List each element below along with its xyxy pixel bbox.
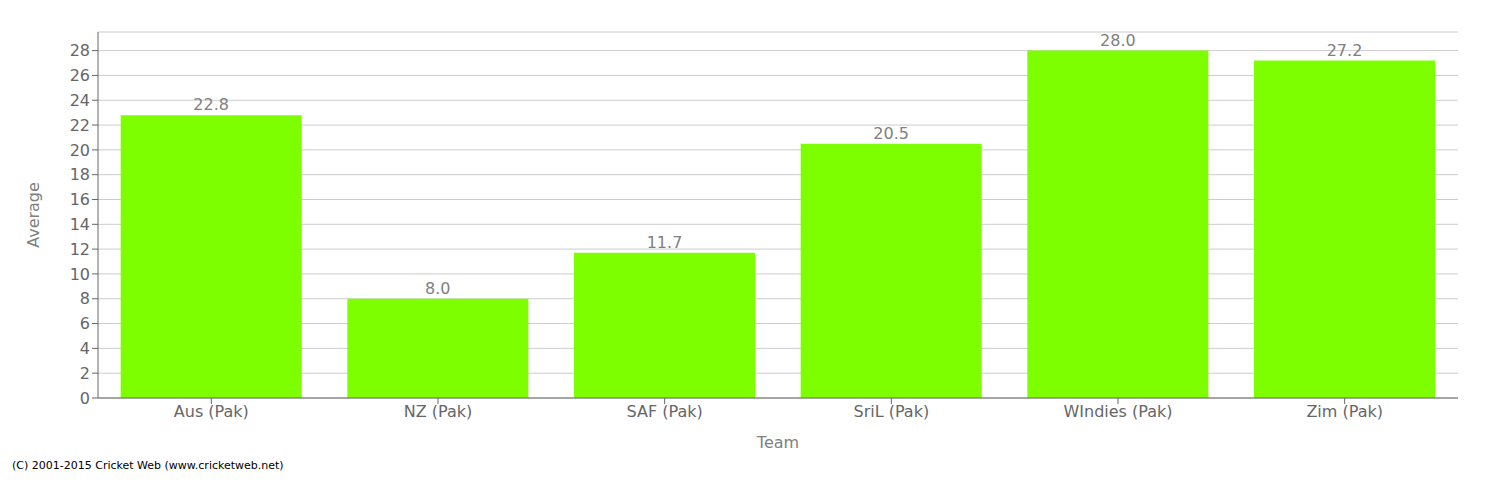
svg-text:2: 2	[80, 364, 90, 383]
html-text:(C) 2001-2015 Cricket Web (www: (C) 2001-2015 Cricket Web (www.cricketwe…	[12, 459, 284, 472]
svg-text:SriL (Pak): SriL (Pak)	[853, 402, 929, 421]
svg-text:Average: Average	[24, 182, 43, 248]
svg-text:12: 12	[70, 240, 90, 259]
svg-text:10: 10	[70, 265, 90, 284]
svg-text:26: 26	[70, 66, 90, 85]
svg-text:Team: Team	[756, 433, 799, 452]
svg-text:0: 0	[80, 389, 90, 408]
svg-text:8: 8	[80, 289, 90, 308]
svg-text:22: 22	[70, 116, 90, 135]
svg-text:11.7: 11.7	[647, 233, 683, 252]
svg-text:20: 20	[70, 141, 90, 160]
svg-text:NZ (Pak): NZ (Pak)	[404, 402, 473, 421]
svg-text:6: 6	[80, 314, 90, 333]
svg-text:14: 14	[70, 215, 90, 234]
svg-text:24: 24	[70, 91, 90, 110]
svg-text:28.0: 28.0	[1100, 31, 1136, 50]
svg-text:WIndies (Pak): WIndies (Pak)	[1063, 402, 1172, 421]
svg-text:22.8: 22.8	[193, 95, 229, 114]
svg-text:8.0: 8.0	[425, 279, 450, 298]
svg-text:28: 28	[70, 41, 90, 60]
svg-text:4: 4	[80, 339, 90, 358]
svg-text:16: 16	[70, 190, 90, 209]
svg-text:SAF (Pak): SAF (Pak)	[627, 402, 703, 421]
svg-text:20.5: 20.5	[873, 124, 909, 143]
svg-text:Aus (Pak): Aus (Pak)	[174, 402, 249, 421]
svg-text:27.2: 27.2	[1327, 41, 1363, 60]
svg-text:Zim (Pak): Zim (Pak)	[1306, 402, 1383, 421]
svg-text:18: 18	[70, 165, 90, 184]
